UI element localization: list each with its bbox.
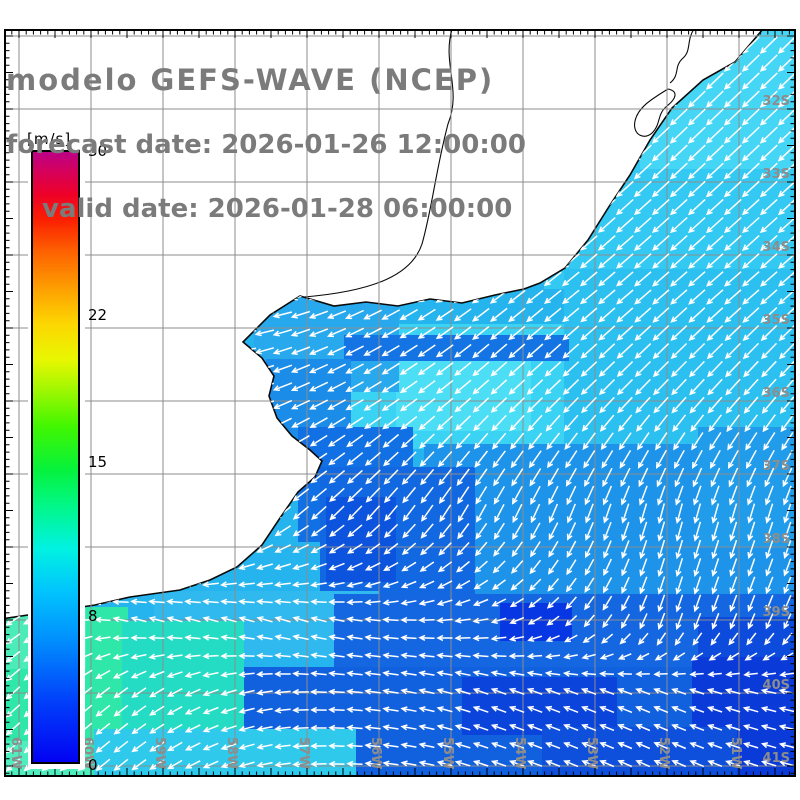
colorbar-tick-label: 30	[88, 142, 108, 160]
country-border	[669, 28, 695, 84]
longitude-label: 56W	[368, 737, 383, 769]
title-block: modelo GEFS-WAVE (NCEP) forecast date: 2…	[6, 29, 526, 260]
longitude-label: 54W	[512, 737, 527, 769]
colorbar-tick-label: 0	[88, 756, 98, 774]
colorbar-gradient	[31, 150, 80, 764]
longitude-label: 58W	[224, 737, 239, 769]
country-border	[634, 88, 676, 137]
latitude-label: 38S	[763, 532, 790, 547]
longitude-label: 52W	[656, 737, 671, 769]
ocean-color-patch	[396, 351, 531, 431]
land	[1, 26, 764, 619]
colorbar-tick-label: 22	[88, 305, 108, 324]
latitude-label: 35S	[763, 313, 790, 328]
ocean-color-patch	[542, 727, 737, 777]
latitude-label: 37S	[763, 459, 790, 474]
latitude-label: 36S	[763, 386, 790, 401]
longitude-label: 51W	[728, 737, 743, 769]
longitude-label: 61W	[8, 737, 23, 769]
colorbar	[28, 147, 85, 769]
coastline	[0, 25, 765, 620]
colorbar-tick-label: 15	[88, 452, 108, 471]
longitude-label: 53W	[584, 737, 599, 769]
map-frame	[4, 29, 796, 777]
colorbar-unit-label: [m/s]	[27, 130, 72, 148]
forecast-date: forecast date: 2026-01-26 12:00:00	[6, 130, 526, 160]
latitude-label: 39S	[763, 605, 790, 620]
model-title: modelo GEFS-WAVE (NCEP)	[6, 63, 495, 97]
latitude-label: 34S	[763, 240, 790, 255]
longitude-label: 55W	[440, 737, 455, 769]
latitude-label: 32S	[763, 94, 790, 109]
wave-map: 32S 33S 34S 35S 36S 37S 38S 39S 40S 41S 61W 60W 59W 5…	[0, 25, 796, 777]
latitude-label: 41S	[763, 751, 790, 766]
longitude-label: 57W	[296, 737, 311, 769]
latitude-label: 33S	[763, 167, 790, 182]
axis-ticks	[5, 30, 795, 776]
valid-date: valid date: 2026-01-28 06:00:00	[42, 194, 513, 224]
ocean-color-patch	[326, 497, 396, 582]
latitude-label: 40S	[763, 678, 790, 693]
longitude-label: 59W	[152, 737, 167, 769]
colorbar-tick-label: 8	[88, 606, 98, 625]
ocean-color-patch	[462, 677, 617, 735]
